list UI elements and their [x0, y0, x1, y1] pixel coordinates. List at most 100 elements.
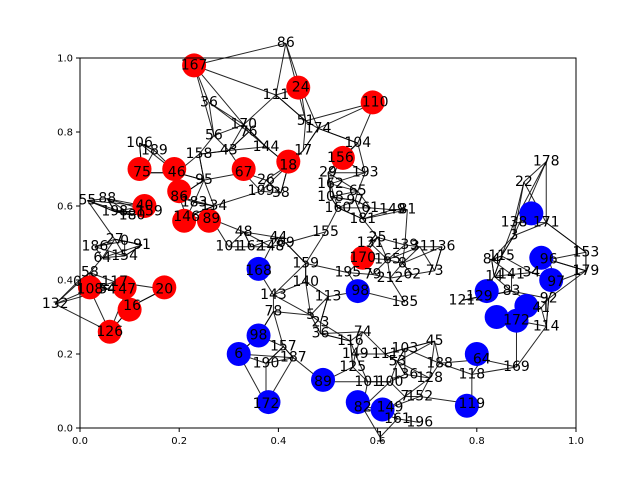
- graph-edge: [397, 348, 406, 362]
- graph-edge: [124, 244, 143, 257]
- graph-edge: [354, 200, 364, 220]
- graph-edge: [404, 377, 430, 397]
- node-label: 36: [200, 94, 218, 110]
- graph-edge: [397, 360, 430, 379]
- graph-edge: [106, 198, 116, 212]
- node-label: 114: [533, 318, 560, 334]
- node-label: 212: [377, 270, 404, 286]
- graph-edge: [193, 179, 205, 203]
- node-label: 31: [411, 239, 429, 255]
- node-label: 190: [253, 355, 280, 371]
- x-tick-label: 0.2: [171, 436, 187, 447]
- graph-edge: [114, 238, 143, 246]
- graph-edge: [243, 94, 277, 125]
- node-label: 73: [426, 263, 444, 279]
- graph-edge: [330, 196, 339, 209]
- graph-edge: [354, 331, 364, 355]
- node-label: 25: [369, 229, 387, 245]
- graph-edge: [412, 270, 435, 275]
- node-label: 170: [230, 117, 257, 133]
- node-label: 171: [533, 215, 560, 231]
- graph-edge: [243, 231, 272, 248]
- x-tick-label: 0.6: [370, 436, 386, 447]
- graph-edge: [114, 211, 133, 216]
- graph-edge: [265, 357, 294, 364]
- graph-node-blue: [345, 279, 370, 304]
- graph-edge: [362, 331, 386, 355]
- graph-edge: [397, 340, 435, 362]
- node-label: 27: [106, 231, 124, 247]
- plot-frame: [79, 57, 577, 429]
- node-label: 155: [312, 224, 339, 240]
- node-label: 108: [77, 281, 104, 297]
- graph-edge: [501, 222, 515, 257]
- node-label: 14: [485, 268, 503, 284]
- graph-edge: [513, 222, 547, 237]
- graph-edge: [228, 124, 245, 151]
- node-label: 46: [168, 165, 186, 181]
- graph-node-red: [276, 149, 301, 174]
- graph-edge: [384, 347, 406, 355]
- graph-edge: [397, 418, 420, 423]
- graph-edge: [387, 246, 420, 261]
- node-label: 41: [532, 300, 550, 316]
- graph-edge: [265, 346, 284, 364]
- y-tick-label: 0.4: [57, 276, 73, 287]
- node-label: 134: [201, 198, 228, 214]
- graph-edge: [275, 94, 307, 122]
- graph-node-blue: [370, 397, 395, 422]
- node-label: 140: [292, 274, 319, 290]
- node-label: 136: [429, 239, 456, 255]
- graph-edge: [389, 277, 406, 303]
- node-label: 83: [503, 283, 521, 299]
- node-label: 43: [220, 143, 238, 159]
- node-label: 86: [170, 189, 188, 205]
- graph-node-blue: [345, 390, 370, 415]
- graph-edge: [387, 259, 391, 279]
- y-tick-label: 0.6: [57, 202, 73, 213]
- graph-edge: [87, 198, 108, 201]
- node-label: 129: [466, 289, 493, 305]
- graph-edge: [213, 190, 262, 207]
- graph-edge: [272, 311, 284, 347]
- graph-node-blue: [256, 390, 281, 415]
- x-tick-label: 1.0: [568, 436, 584, 447]
- graph-edge: [404, 244, 420, 248]
- graph-edge: [401, 244, 406, 264]
- node-label: 20: [155, 281, 173, 297]
- node-label: 58: [81, 265, 99, 281]
- graph-edge: [545, 298, 550, 327]
- node-label: 198: [101, 204, 128, 220]
- graph-edge: [434, 246, 443, 271]
- graph-edge: [355, 200, 371, 209]
- node-label: 1: [376, 429, 385, 445]
- graph-edge: [404, 209, 408, 245]
- graph-node-red: [162, 157, 187, 181]
- node-label: 79: [364, 266, 382, 282]
- graph-node-blue: [529, 245, 554, 270]
- graph-edge: [548, 259, 587, 272]
- graph-edge: [243, 231, 252, 247]
- graph-edge: [347, 272, 373, 275]
- graph-edge: [419, 246, 436, 272]
- graph-edge: [203, 179, 215, 207]
- y-tick-label: 0.2: [57, 350, 73, 361]
- graph-edge: [404, 347, 440, 364]
- graph-edge: [193, 64, 277, 96]
- node-label: 161: [384, 411, 411, 427]
- node-label: 84: [483, 252, 501, 268]
- graph-node-red: [330, 145, 355, 170]
- graph-edge: [402, 246, 443, 264]
- node-label: 183: [181, 194, 208, 210]
- graph-edge: [354, 353, 369, 382]
- graph-node-blue: [519, 201, 544, 226]
- graph-edge: [501, 255, 532, 274]
- graph-edge: [501, 235, 515, 257]
- node-label: 110: [362, 94, 389, 110]
- graph-edge: [337, 199, 356, 209]
- y-tick-label: 0.8: [57, 128, 73, 139]
- node-label: 75: [133, 165, 151, 181]
- graph-edge: [101, 239, 116, 259]
- node-label: 149: [377, 400, 404, 416]
- node-label: 178: [533, 154, 560, 170]
